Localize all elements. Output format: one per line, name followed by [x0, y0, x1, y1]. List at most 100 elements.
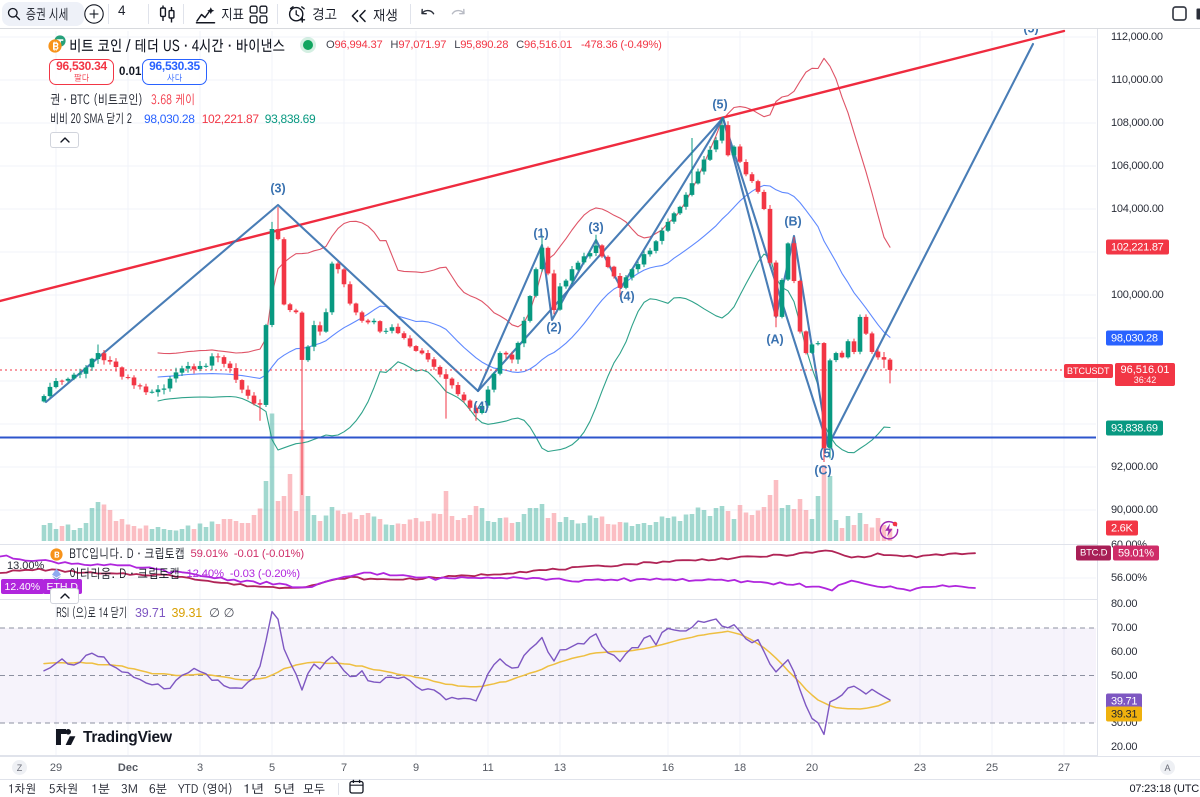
toolbar-more-button[interactable]: [1196, 7, 1200, 25]
timezone-badge[interactable]: Z: [12, 760, 27, 775]
btcd-legend-row[interactable]: 59.01% -0.01 (-0.01%): [50, 545, 304, 563]
wave-labels[interactable]: (3)(4)(1)(2)(3)(4)(5)(A)(B)(5)(C)(5): [270, 22, 1038, 478]
time-axis-label: Dec: [117, 762, 139, 774]
red-trend-line[interactable]: [0, 29, 1066, 303]
undo-button[interactable]: [418, 6, 438, 22]
time-axis-label: 7: [340, 762, 348, 774]
open-value: 96,994.37: [334, 38, 383, 51]
buy-button[interactable]: 96,530.35: [142, 59, 207, 85]
svg-text:(1): (1): [533, 227, 548, 241]
date-ranges: [0, 781, 326, 796]
change-value: -478.36 (-0.49%): [580, 38, 662, 51]
indicators-button[interactable]: [195, 5, 245, 24]
price-axis-tick: 110,000.00: [1111, 74, 1163, 86]
time-axis-label: 27: [1057, 762, 1071, 774]
indicators-icon: [195, 6, 216, 24]
go-to-date-button[interactable]: [349, 779, 364, 797]
range-button-모두[interactable]: [303, 781, 326, 796]
rsi-extra: ∅ ∅: [209, 605, 235, 620]
symbol-search-button[interactable]: [2, 2, 84, 26]
save-layout-button[interactable]: [1172, 6, 1187, 26]
spread-value: 0.01: [119, 66, 142, 78]
high-label: H: [390, 38, 399, 51]
ethd-title: [69, 565, 181, 583]
clock[interactable]: 07:23:18 (UTC: [1129, 783, 1199, 795]
rsi-ma-value: 39.31: [171, 605, 203, 620]
chart-style-button[interactable]: [156, 4, 178, 24]
time-axis-label: 25: [985, 762, 999, 774]
symbol-title: [69, 36, 286, 56]
plus-circle-icon: [84, 4, 104, 24]
price-axis-symbol-tag: BTC.D: [1076, 545, 1112, 561]
time-axis-label: 18: [733, 762, 747, 774]
range-button-1차원[interactable]: [8, 781, 37, 796]
price-axis-tick: 106,000.00: [1111, 160, 1164, 172]
range-button-5차원[interactable]: [49, 781, 79, 796]
legend-collapse-button[interactable]: [50, 132, 79, 148]
price-axis-tick: 100,000.00: [1111, 289, 1164, 301]
symbol-search-label: [26, 5, 70, 24]
range-button-3M[interactable]: [121, 781, 139, 796]
time-axis-label: 13: [553, 762, 567, 774]
toolbar-divider: [108, 4, 109, 24]
time-axis-label: 29: [49, 762, 63, 774]
range-button-1분[interactable]: [91, 781, 111, 796]
redo-button[interactable]: [448, 6, 468, 22]
alert-button[interactable]: [287, 4, 338, 24]
low-label: L: [454, 38, 461, 51]
time-axis[interactable]: 29 Dec 3 5 7 9 11 13 16 18 20 23 25 27 Z A: [0, 756, 1200, 779]
buy-price: 96,530.35: [149, 59, 200, 73]
time-axis-label: 16: [661, 762, 675, 774]
svg-text:(3): (3): [270, 182, 285, 196]
price-axis-tick: 60.00: [1111, 646, 1138, 658]
price-axis-badge: 39.71: [1106, 693, 1143, 709]
adjust-badge[interactable]: A: [1160, 760, 1175, 775]
price-axis-tick: 70.00: [1111, 622, 1138, 634]
layout-grid-button[interactable]: [249, 5, 268, 24]
price-axis[interactable]: 112,000.00 110,000.00 108,000.00 106,000.00…: [1076, 29, 1200, 756]
alert-label: [312, 5, 338, 24]
time-axis-label: 11: [482, 762, 494, 774]
tradingview-watermark[interactable]: TradingView: [55, 728, 172, 747]
replay-button[interactable]: [349, 6, 399, 25]
market-status-dot[interactable]: [303, 40, 313, 50]
tradingview-logo-icon: [56, 729, 76, 745]
sell-button[interactable]: 96,530.34: [49, 59, 114, 85]
range-button-YTD (영어)[interactable]: [178, 781, 234, 796]
sell-price: 96,530.34: [56, 59, 107, 73]
range-button-6분[interactable]: [149, 781, 168, 796]
buy-label: [166, 73, 182, 82]
toolbar-divider: [410, 4, 411, 24]
range-button-5년[interactable]: [274, 781, 296, 796]
time-axis-label: 3: [196, 762, 204, 774]
interval-button[interactable]: 4: [118, 3, 136, 18]
pane-separators: [0, 544, 1200, 756]
svg-text:(3): (3): [588, 221, 603, 235]
svg-text:(B): (B): [784, 215, 801, 229]
price-axis-tick: 50.00: [1111, 670, 1138, 682]
ethd-legend-row[interactable]: 12.40% -0.03 (-0.20%): [50, 565, 300, 583]
pane2-collapse-button[interactable]: [50, 588, 79, 604]
add-symbol-button[interactable]: [84, 4, 104, 24]
candlestick-icon: [159, 5, 175, 23]
ohlc-row: O96,994.37 H97,071.97 L95,890.28 C96,516…: [326, 39, 662, 51]
indicator-row-k[interactable]: [50, 91, 315, 108]
indicator-row-bb[interactable]: 98,030.28 102,221.87 93,838.69: [50, 110, 316, 127]
rsi-title: [56, 605, 126, 619]
undo-icon: [421, 8, 435, 15]
lightning-button[interactable]: [879, 520, 899, 540]
range-button-1년[interactable]: [243, 781, 265, 796]
price-axis-tick: 108,000.00: [1111, 117, 1164, 129]
symbol-info-row[interactable]: O96,994.37 H97,071.97 L95,890.28 C96,516…: [44, 33, 662, 56]
price-axis-badge: 93,838.69: [1106, 420, 1163, 436]
svg-text:(4): (4): [619, 290, 634, 304]
price-axis-tick: 56.00%: [1111, 572, 1147, 584]
time-axis-label: 9: [412, 762, 420, 774]
partial-icon: [1196, 8, 1200, 20]
price-axis-badge: 59.01%: [1113, 545, 1159, 561]
watermark-text: TradingView: [83, 728, 172, 746]
rsi-legend-row[interactable]: 39.71 39.31 ∅ ∅: [56, 604, 235, 621]
rsi-lines: [43, 610, 891, 736]
